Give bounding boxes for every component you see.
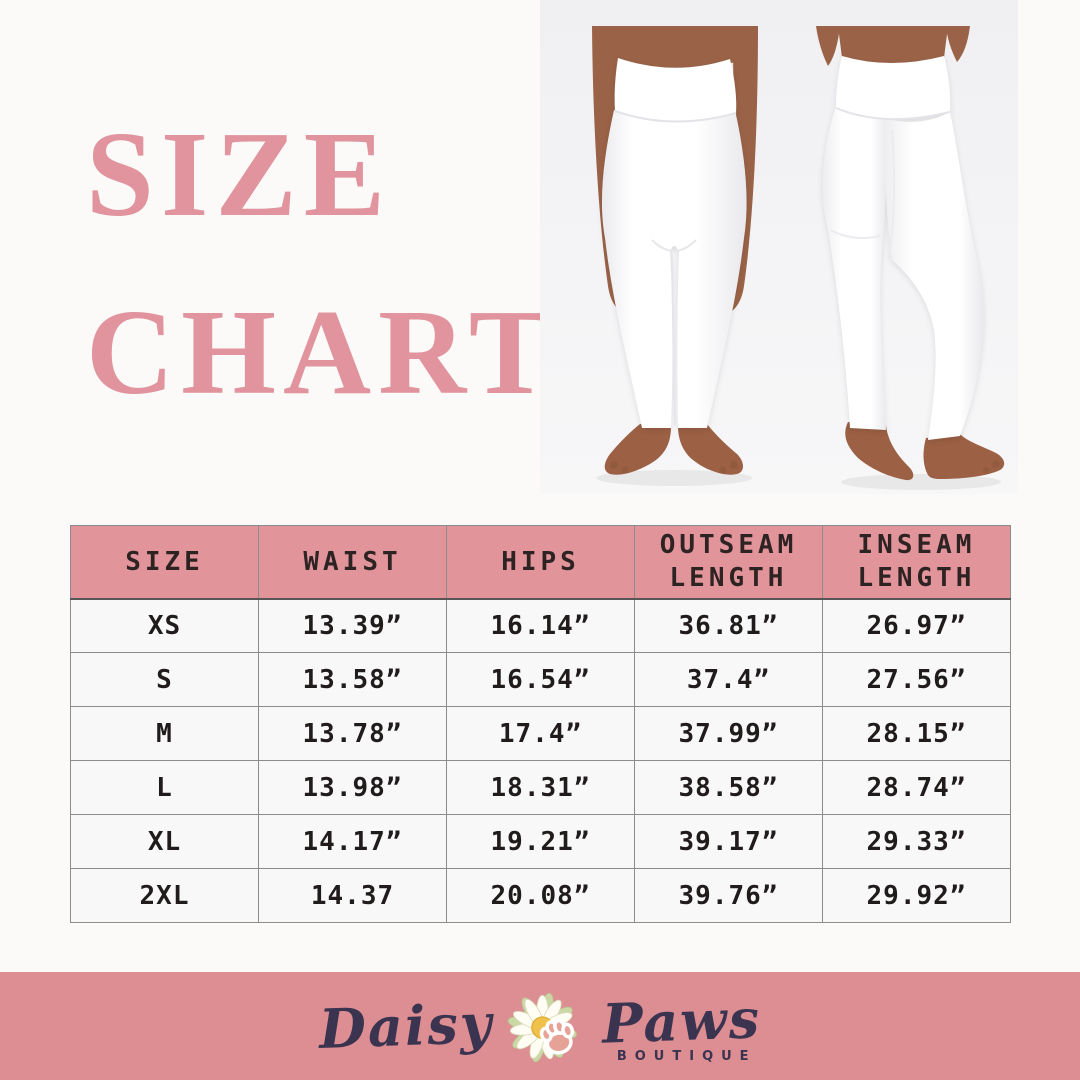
brand-paws-block: Paws BOUTIQUE (600, 985, 762, 1064)
midriff (612, 26, 738, 71)
cell-hips: 17.4” (446, 706, 635, 761)
cell-size: M (70, 706, 259, 761)
left-foot (604, 424, 671, 475)
cell-waist: 13.58” (258, 652, 447, 707)
cell-waist: 13.78” (258, 706, 447, 761)
cell-inseam: 28.15” (822, 706, 1011, 761)
table-row-xs: XS 13.39” 16.14” 36.81” 26.97” (70, 598, 1011, 653)
header-cell-outseam: OUTSEAM LENGTH (634, 525, 823, 600)
table-header-row: SIZE WAIST HIPS OUTSEAM LENGTH INSEAM LE… (70, 525, 1011, 600)
cell-outseam: 36.81” (634, 598, 823, 653)
header-cell-waist: WAIST (258, 525, 447, 600)
cell-hips: 18.31” (446, 760, 635, 815)
table-row-m: M 13.78” 17.4” 37.99” 28.15” (70, 706, 1011, 761)
cell-size: L (70, 760, 259, 815)
page-title-line2: CHART (86, 285, 558, 420)
page-title: SIZE CHART (86, 86, 557, 442)
right-foot (678, 424, 743, 475)
raised-heel-foot (845, 422, 914, 481)
table-row-xl: XL 14.17” 19.21” 39.17” 29.33” (70, 814, 1011, 869)
page-title-line1: SIZE (86, 107, 393, 242)
cell-waist: 14.17” (258, 814, 447, 869)
table-row-l: L 13.98” 18.31” 38.58” 28.74” (70, 760, 1011, 815)
right-arm (946, 26, 970, 62)
cell-size: XS (70, 598, 259, 653)
cell-hips: 16.54” (446, 652, 635, 707)
daisy-paw-icon (507, 992, 577, 1063)
cell-outseam: 38.58” (634, 760, 823, 815)
cell-inseam: 27.56” (822, 652, 1011, 707)
header-cell-inseam: INSEAM LENGTH (822, 525, 1011, 600)
cell-size: 2XL (70, 868, 259, 923)
header-cell-hips: HIPS (446, 525, 635, 600)
table-row-s: S 13.58” 16.54” 37.4” 27.56” (70, 652, 1011, 707)
product-photo-front-leggings (592, 26, 758, 486)
flat-foot (923, 434, 1005, 479)
product-photo-back-leggings (816, 26, 1005, 490)
cell-inseam: 29.92” (822, 868, 1011, 923)
cell-outseam: 39.17” (634, 814, 823, 869)
leggings-back-near-leg (822, 106, 887, 430)
cell-size: S (70, 652, 259, 707)
leggings-front (601, 110, 747, 428)
cell-waist: 13.39” (258, 598, 447, 653)
size-table: SIZE WAIST HIPS OUTSEAM LENGTH INSEAM LE… (70, 525, 1011, 923)
cell-hips: 20.08” (446, 868, 635, 923)
cell-inseam: 28.74” (822, 760, 1011, 815)
cell-outseam: 37.4” (634, 652, 823, 707)
brand-logo: Daisy (318, 985, 762, 1065)
cell-hips: 19.21” (446, 814, 635, 869)
cell-inseam: 26.97” (822, 598, 1011, 653)
product-photos (540, 0, 1018, 494)
cell-outseam: 39.76” (634, 868, 823, 923)
cell-inseam: 29.33” (822, 814, 1011, 869)
cell-size: XL (70, 814, 259, 869)
brand-name-daisy: Daisy (318, 990, 495, 1062)
waistband-back (836, 56, 951, 120)
lower-back (838, 26, 948, 65)
brand-boutique-label: BOUTIQUE (616, 1048, 757, 1064)
header-cell-size: SIZE (70, 525, 259, 600)
table-row-2xl: 2XL 14.37 20.08” 39.76” 29.92” (70, 868, 1011, 923)
cell-hips: 16.14” (446, 598, 635, 653)
leggings-back-bent-leg (884, 112, 984, 440)
cell-waist: 13.98” (258, 760, 447, 815)
waistband-front (614, 58, 737, 122)
cell-waist: 14.37 (258, 868, 447, 923)
cell-outseam: 37.99” (634, 706, 823, 761)
left-arm (816, 26, 840, 66)
footer-bar: Daisy (0, 972, 1080, 1080)
brand-name-paws: Paws (600, 985, 762, 1056)
